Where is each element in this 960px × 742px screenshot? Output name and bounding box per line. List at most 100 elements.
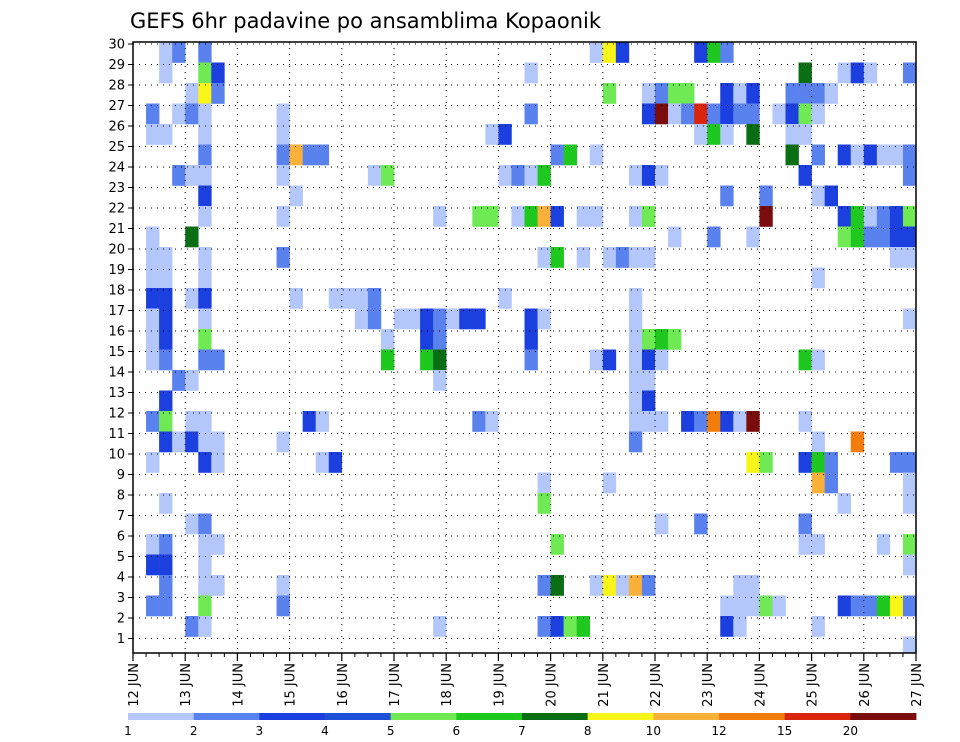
heatmap-cell (902, 144, 917, 166)
heatmap-cell (159, 575, 173, 596)
heatmap-cell (433, 349, 447, 371)
heatmap-cell (159, 329, 173, 350)
heatmap-cell (185, 226, 199, 248)
heatmap-cell (628, 349, 643, 371)
x-tick-label: 23 JUN (701, 663, 716, 707)
heatmap-cell (276, 144, 290, 166)
heatmap-cell (172, 103, 186, 125)
x-tick-label: 12 JUN (127, 663, 142, 707)
heatmap-cell (720, 595, 734, 617)
heatmap-cell (589, 42, 604, 63)
heatmap-cell (902, 452, 917, 473)
heatmap-cell (198, 62, 212, 84)
legend-swatch (784, 713, 851, 720)
legend-swatch (193, 713, 260, 720)
y-tick-label: 5 (117, 550, 125, 565)
heatmap-cell (459, 308, 473, 330)
heatmap-cell (733, 103, 747, 125)
heatmap-cell (655, 329, 669, 350)
heatmap-cell (837, 144, 852, 166)
heatmap-cell (628, 370, 643, 391)
heatmap-cell (146, 349, 160, 371)
y-tick-label: 19 (108, 263, 125, 278)
heatmap-cell (811, 185, 825, 207)
heatmap-cell (837, 595, 852, 617)
y-tick-label: 14 (108, 366, 125, 381)
heatmap-cell (798, 513, 812, 535)
legend-swatch (128, 713, 195, 720)
heatmap-cell (198, 329, 212, 350)
heatmap-cell (524, 329, 538, 350)
heatmap-cell (211, 62, 225, 84)
heatmap-cell (902, 165, 917, 186)
heatmap-cell (550, 616, 564, 637)
y-tick-label: 8 (117, 489, 125, 504)
heatmap-cell (198, 267, 212, 289)
heatmap-cell (146, 226, 160, 248)
x-tick-label: 27 JUN (910, 663, 925, 707)
heatmap-cell (641, 83, 656, 104)
y-axis: 1234567891011121314151617181920212223242… (108, 38, 133, 647)
heatmap-cell (289, 144, 303, 166)
heatmap-cell (146, 411, 160, 432)
heatmap-cell (198, 595, 212, 617)
y-tick-label: 15 (108, 345, 125, 360)
heatmap-cell (276, 575, 290, 596)
heatmap-cell (863, 226, 878, 248)
legend-label: 4 (321, 724, 329, 738)
heatmap-cell (681, 103, 695, 125)
heatmap-cell (407, 308, 421, 330)
heatmap-cell (837, 62, 852, 84)
heatmap-cell (524, 206, 538, 227)
heatmap-cell (198, 103, 212, 125)
y-tick-label: 12 (108, 407, 125, 422)
x-tick-label: 19 JUN (492, 663, 507, 707)
heatmap-cell (354, 308, 369, 330)
heatmap-cell (641, 329, 656, 350)
heatmap-cell (876, 226, 891, 248)
heatmap-cell (563, 616, 577, 637)
heatmap-cell (198, 185, 212, 207)
heatmap-cell (498, 288, 512, 309)
heatmap-cell (746, 83, 760, 104)
heatmap-cell (354, 288, 369, 309)
heatmap-cell (485, 206, 499, 227)
color-legend: 1 2 3 4 5 6 7 8 10 12 15 20 (124, 713, 917, 738)
heatmap-cell (733, 616, 747, 637)
heatmap-cells (146, 42, 917, 654)
heatmap-cell (863, 62, 878, 84)
heatmap-cell (889, 144, 904, 166)
heatmap-cell (759, 452, 773, 473)
heatmap-cell (876, 534, 891, 555)
y-tick-label: 11 (108, 427, 125, 442)
heatmap-cell (211, 83, 225, 104)
heatmap-cell (746, 124, 760, 145)
heatmap-cell (146, 267, 160, 289)
heatmap-cell (159, 431, 173, 453)
legend-swatch (850, 713, 917, 720)
heatmap-cell (172, 370, 186, 391)
y-tick-label: 3 (117, 591, 125, 606)
heatmap-cell (172, 42, 186, 63)
heatmap-cell (550, 144, 564, 166)
heatmap-cell (159, 390, 173, 412)
x-tick-label: 20 JUN (545, 663, 560, 707)
heatmap-cell (902, 554, 917, 576)
heatmap-cell (159, 534, 173, 555)
heatmap-cell (146, 554, 160, 576)
heatmap-cell (668, 226, 682, 248)
heatmap-cell (707, 124, 721, 145)
heatmap-cell (876, 595, 891, 617)
heatmap-cell (433, 329, 447, 350)
heatmap-cell (798, 83, 812, 104)
heatmap-cell (759, 185, 773, 207)
heatmap-cell (276, 124, 290, 145)
heatmap-cell (433, 616, 447, 637)
heatmap-cell (641, 103, 656, 125)
heatmap-cell (289, 288, 303, 309)
heatmap-cell (628, 411, 643, 432)
heatmap-cell (798, 124, 812, 145)
heatmap-cell (746, 226, 760, 248)
heatmap-cell (850, 595, 865, 617)
y-tick-label: 29 (108, 58, 125, 73)
